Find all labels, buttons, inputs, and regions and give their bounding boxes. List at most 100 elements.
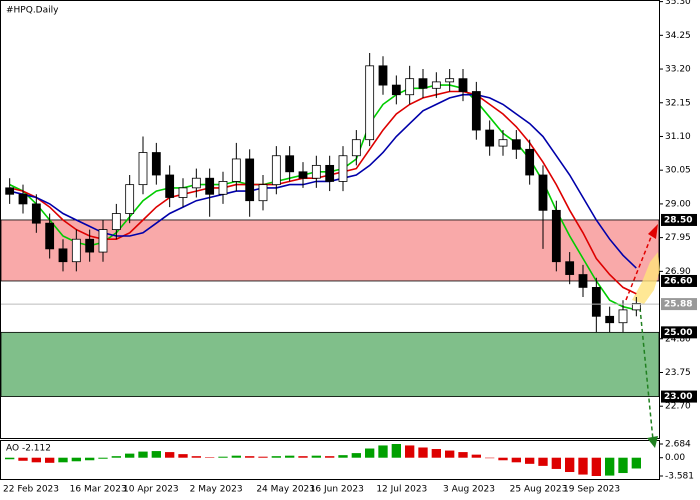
level-label: 28.50 <box>664 215 692 225</box>
ao-bar <box>458 452 468 458</box>
candle-body <box>565 261 575 275</box>
up-arrow-head <box>648 224 658 239</box>
ao-bar <box>178 454 188 458</box>
level-box <box>661 390 697 403</box>
level-box <box>661 274 697 287</box>
highlight <box>632 252 660 304</box>
y-tick-label: 33.20 <box>665 65 691 75</box>
x-tick-label: 19 Sep 2023 <box>563 485 620 495</box>
ao-bar <box>85 457 95 461</box>
candle-body <box>58 248 68 263</box>
ao-tick-label: 2.684 <box>665 440 691 450</box>
ao-pane-frame <box>0 440 660 480</box>
zone <box>0 331 660 397</box>
y-tick-label: 34.25 <box>665 31 691 41</box>
candle-body <box>231 158 241 182</box>
candle-body <box>631 303 641 311</box>
ao-bar <box>5 457 15 460</box>
candle-body <box>511 139 521 150</box>
ao-bar <box>45 457 55 463</box>
candle-body <box>378 65 388 86</box>
ao-bar <box>191 456 201 458</box>
ao-bar <box>298 456 308 458</box>
candle-body <box>85 238 95 253</box>
ao-bar <box>18 457 28 461</box>
ao-bar <box>111 456 121 458</box>
y-tick-label: 35.30 <box>665 0 691 7</box>
candle-body <box>351 139 361 157</box>
candle-body <box>391 84 401 96</box>
candle-body <box>245 158 255 202</box>
candle-body <box>498 139 508 147</box>
candle-body <box>471 91 481 131</box>
candle-body <box>205 177 215 195</box>
ao-bar <box>485 457 495 459</box>
level-box <box>661 326 697 339</box>
ao-bar <box>418 447 428 458</box>
x-tick-label: 12 Jul 2023 <box>376 485 427 495</box>
ao-tick-label: 0.00 <box>665 453 685 463</box>
candle-body <box>191 177 201 189</box>
x-tick-label: 16 Mar 2023 <box>70 485 127 495</box>
ao-bar <box>378 445 388 458</box>
candle-body <box>578 274 588 288</box>
candle-body <box>618 309 628 324</box>
moving-average <box>9 93 637 269</box>
candle-body <box>418 78 428 89</box>
x-tick-label: 24 May 2023 <box>256 485 315 495</box>
ao-bar <box>618 457 628 474</box>
candle-body <box>431 81 441 89</box>
ao-bar <box>271 456 281 458</box>
ao-bar <box>565 457 575 473</box>
candle-body <box>591 286 601 317</box>
ao-bar <box>511 457 521 463</box>
ao-bar <box>578 457 588 475</box>
ao-bar <box>391 444 401 458</box>
ao-bar <box>525 457 535 464</box>
down-arrow-head <box>647 436 658 448</box>
ao-bar <box>231 455 241 458</box>
candle-body <box>271 155 281 186</box>
x-tick-label: 3 Aug 2023 <box>443 485 495 495</box>
candle-body <box>151 152 161 176</box>
ao-bar <box>218 456 228 458</box>
x-tick-label: 22 Feb 2023 <box>3 485 59 495</box>
ao-bar <box>71 457 81 462</box>
ao-bar <box>205 457 215 458</box>
down-arrow <box>639 307 654 441</box>
candle-body <box>165 174 175 198</box>
up-arrow <box>625 231 654 301</box>
ao-title: AO -2.112 <box>6 444 51 454</box>
candle-body <box>311 164 321 179</box>
ao-bar <box>151 451 161 458</box>
candle-body <box>31 203 41 224</box>
ao-bar <box>338 455 348 458</box>
level-box <box>661 298 697 311</box>
ao-tick-label: -3.581 <box>665 472 694 482</box>
candle-body <box>538 174 548 211</box>
ao-bar <box>285 455 295 458</box>
y-tick-label: 23.75 <box>665 368 691 378</box>
candle-body <box>5 187 15 195</box>
chart-title: #HPQ.Daily <box>6 6 59 16</box>
level-box <box>661 213 697 226</box>
ao-bar <box>138 451 148 458</box>
ao-bar <box>631 457 641 469</box>
level-label: 26.60 <box>664 276 692 286</box>
x-tick-label: 25 Aug 2023 <box>510 485 568 495</box>
ao-bar <box>98 457 108 459</box>
level-label: 25.88 <box>664 300 692 310</box>
ao-bar <box>258 456 268 458</box>
candle-body <box>338 155 348 182</box>
candle-body <box>71 238 81 263</box>
ao-bar <box>445 450 455 458</box>
x-tick-label: 2 May 2023 <box>190 485 243 495</box>
ao-bar <box>325 456 335 458</box>
candle-body <box>325 164 335 182</box>
ao-bar <box>605 457 615 476</box>
x-tick-label: 10 Apr 2023 <box>123 485 179 495</box>
ao-bar <box>351 453 361 458</box>
y-tick-label: 29.00 <box>665 199 691 209</box>
ao-bar <box>405 445 415 458</box>
